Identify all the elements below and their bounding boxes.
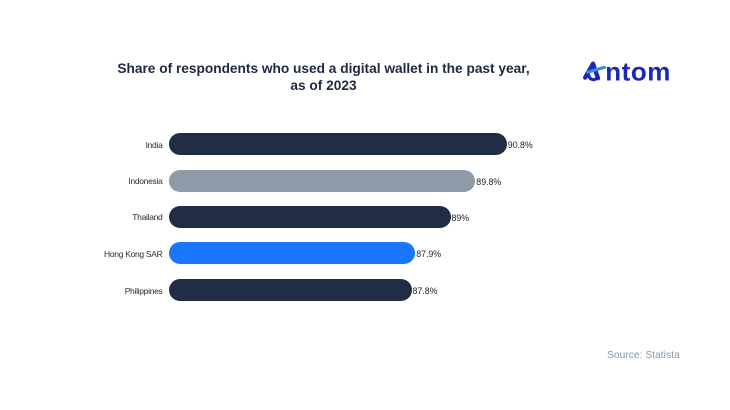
svg-text:ntom: ntom bbox=[605, 56, 671, 85]
